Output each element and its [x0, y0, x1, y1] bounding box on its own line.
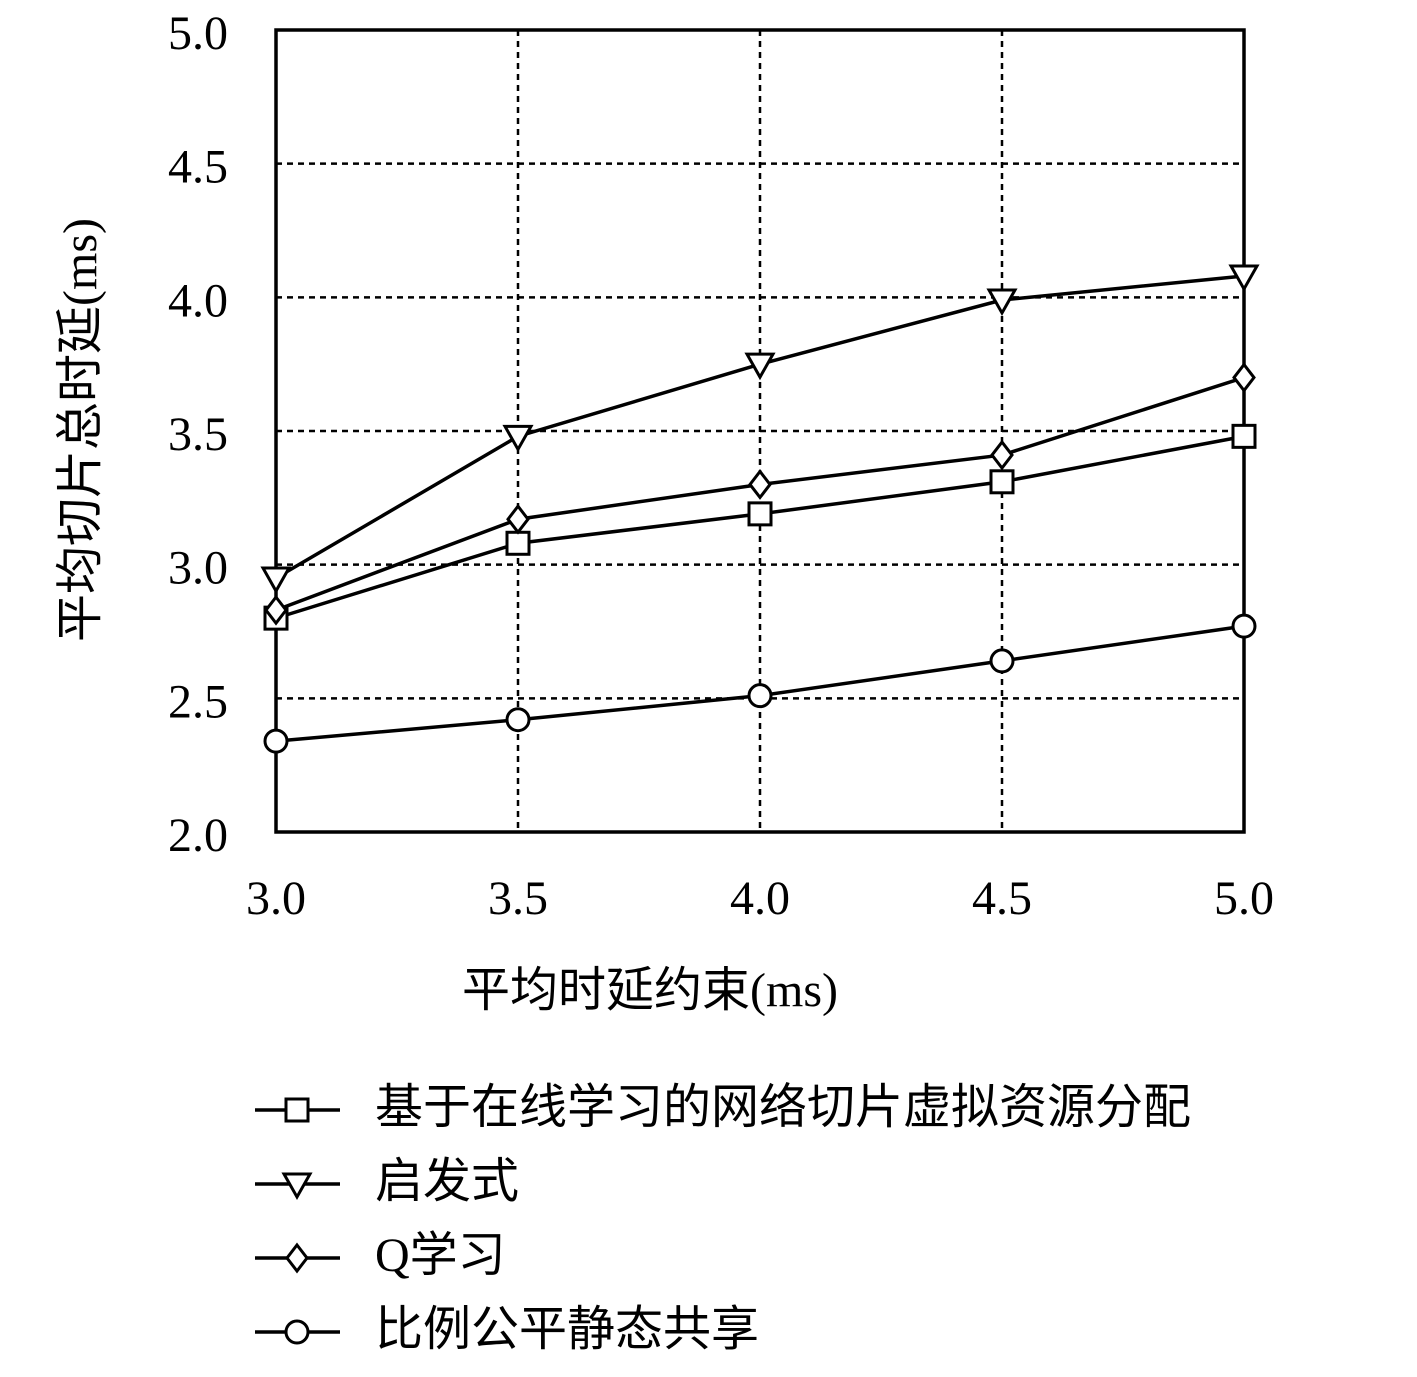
marker [986, 288, 1018, 317]
marker [264, 594, 288, 626]
legend-marker [285, 1242, 309, 1274]
marker [505, 530, 531, 556]
legend-label: 比例公平静态共享 [375, 1303, 759, 1356]
x-tick-label: 3.0 [246, 872, 306, 925]
marker [1231, 423, 1257, 449]
y-tick-label: 3.0 [168, 542, 228, 595]
legend-marker [284, 1097, 310, 1123]
marker [1232, 362, 1256, 393]
x-tick-label: 4.5 [972, 872, 1032, 925]
marker [744, 352, 776, 381]
x-tick-label: 4.0 [730, 872, 790, 925]
y-tick-label: 3.5 [168, 408, 228, 461]
x-axis-label: 平均时延约束(ms) [462, 964, 838, 1017]
marker [989, 469, 1015, 495]
y-tick-label: 5.0 [168, 7, 228, 60]
y-tick-label: 2.0 [168, 809, 228, 862]
x-tick-label: 5.0 [1214, 872, 1274, 925]
x-tick-label: 3.5 [488, 872, 548, 925]
marker [505, 707, 531, 733]
legend-label: 基于在线学习的网络切片虚拟资源分配 [375, 1081, 1191, 1134]
legend-marker [281, 1172, 313, 1201]
marker [502, 424, 534, 453]
marker [1231, 613, 1257, 639]
marker [747, 683, 773, 709]
marker [748, 469, 772, 500]
legend-marker [284, 1319, 310, 1345]
marker [990, 439, 1014, 471]
y-tick-label: 4.5 [168, 141, 228, 194]
y-tick-label: 2.5 [168, 675, 228, 728]
marker [260, 566, 292, 595]
marker [1228, 264, 1260, 292]
y-axis-label: 平均切片总时延(ms) [54, 218, 107, 642]
y-tick-label: 4.0 [168, 274, 228, 327]
marker [747, 501, 773, 527]
legend-label: 启发式 [375, 1155, 519, 1208]
marker [263, 728, 289, 754]
marker [989, 648, 1015, 674]
legend-label: Q学习 [375, 1229, 506, 1282]
marker [506, 503, 530, 535]
